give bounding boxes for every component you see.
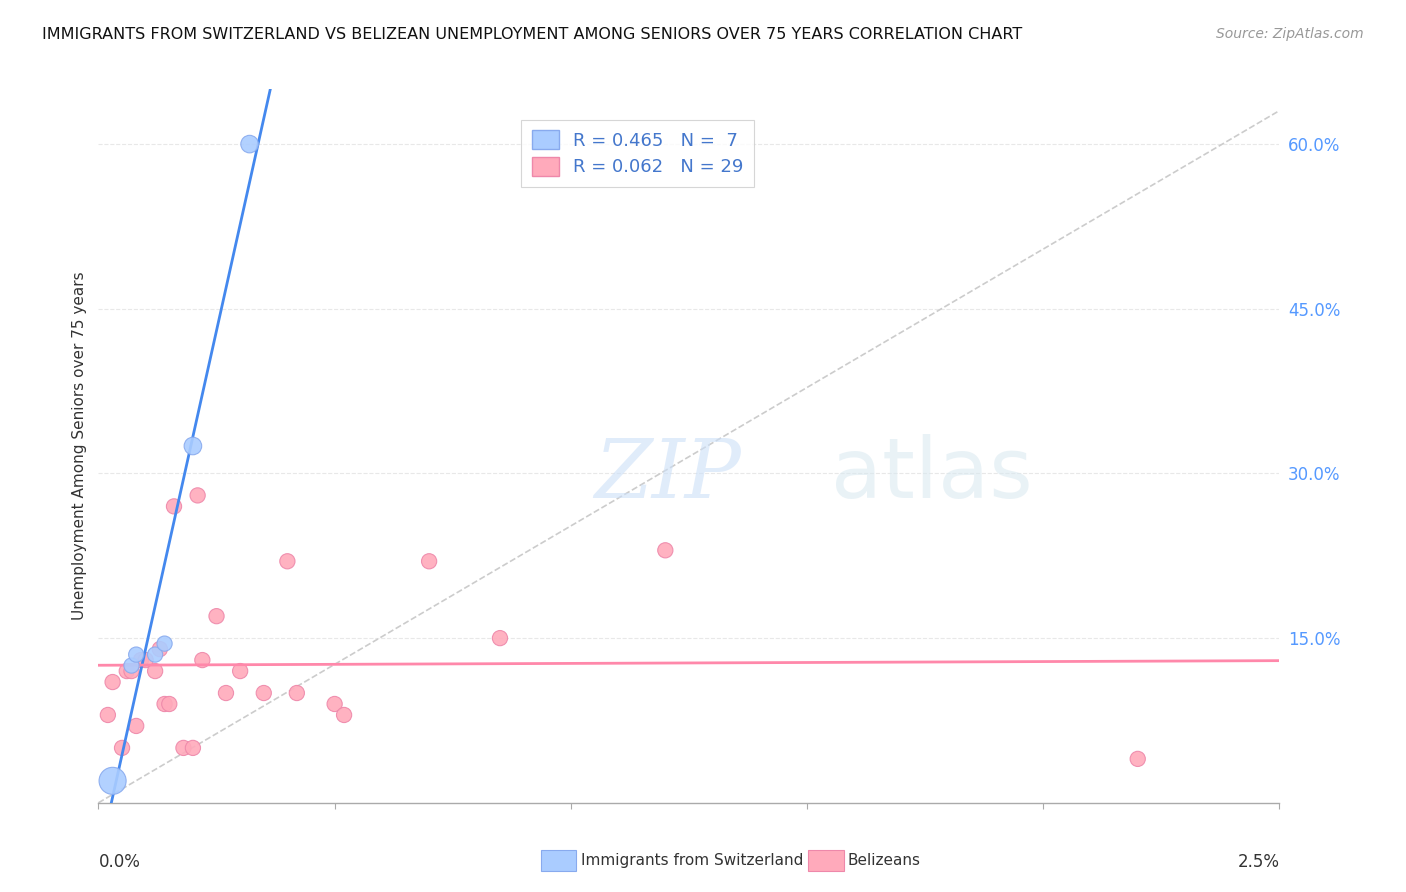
Point [172,740,194,755]
Point [129,653,152,667]
Point [418,554,440,568]
Point [157,697,180,711]
Point [205,609,228,624]
Text: 2.5%: 2.5% [1237,853,1279,871]
Point [191,653,214,667]
Text: 0.0%: 0.0% [98,853,141,871]
Text: Belizeans: Belizeans [848,854,921,868]
Point [187,488,209,502]
Point [125,648,148,662]
Point [125,719,148,733]
Point [97,708,120,723]
Point [101,675,124,690]
Point [239,137,262,152]
Point [489,631,512,645]
Legend: R = 0.465   N =  7, R = 0.062   N = 29: R = 0.465 N = 7, R = 0.062 N = 29 [520,120,755,187]
Text: ZIP: ZIP [595,434,741,515]
Point [121,658,143,673]
Point [285,686,308,700]
Text: Immigrants from Switzerland: Immigrants from Switzerland [581,854,803,868]
Point [323,697,346,711]
Point [121,664,143,678]
Point [181,439,204,453]
Point [1126,752,1149,766]
Point [215,686,238,700]
Point [153,637,176,651]
Point [333,708,356,723]
Y-axis label: Unemployment Among Seniors over 75 years: Unemployment Among Seniors over 75 years [72,272,87,620]
Point [101,773,124,788]
Point [654,543,676,558]
Point [253,686,276,700]
Point [143,648,166,662]
Text: IMMIGRANTS FROM SWITZERLAND VS BELIZEAN UNEMPLOYMENT AMONG SENIORS OVER 75 YEARS: IMMIGRANTS FROM SWITZERLAND VS BELIZEAN … [42,27,1022,42]
Point [229,664,252,678]
Point [181,740,204,755]
Point [163,500,186,514]
Point [115,664,138,678]
Point [153,697,176,711]
Text: Source: ZipAtlas.com: Source: ZipAtlas.com [1216,27,1364,41]
Point [276,554,298,568]
Point [143,664,166,678]
Point [135,653,157,667]
Point [149,642,172,657]
Point [111,740,134,755]
Text: atlas: atlas [831,434,1032,515]
